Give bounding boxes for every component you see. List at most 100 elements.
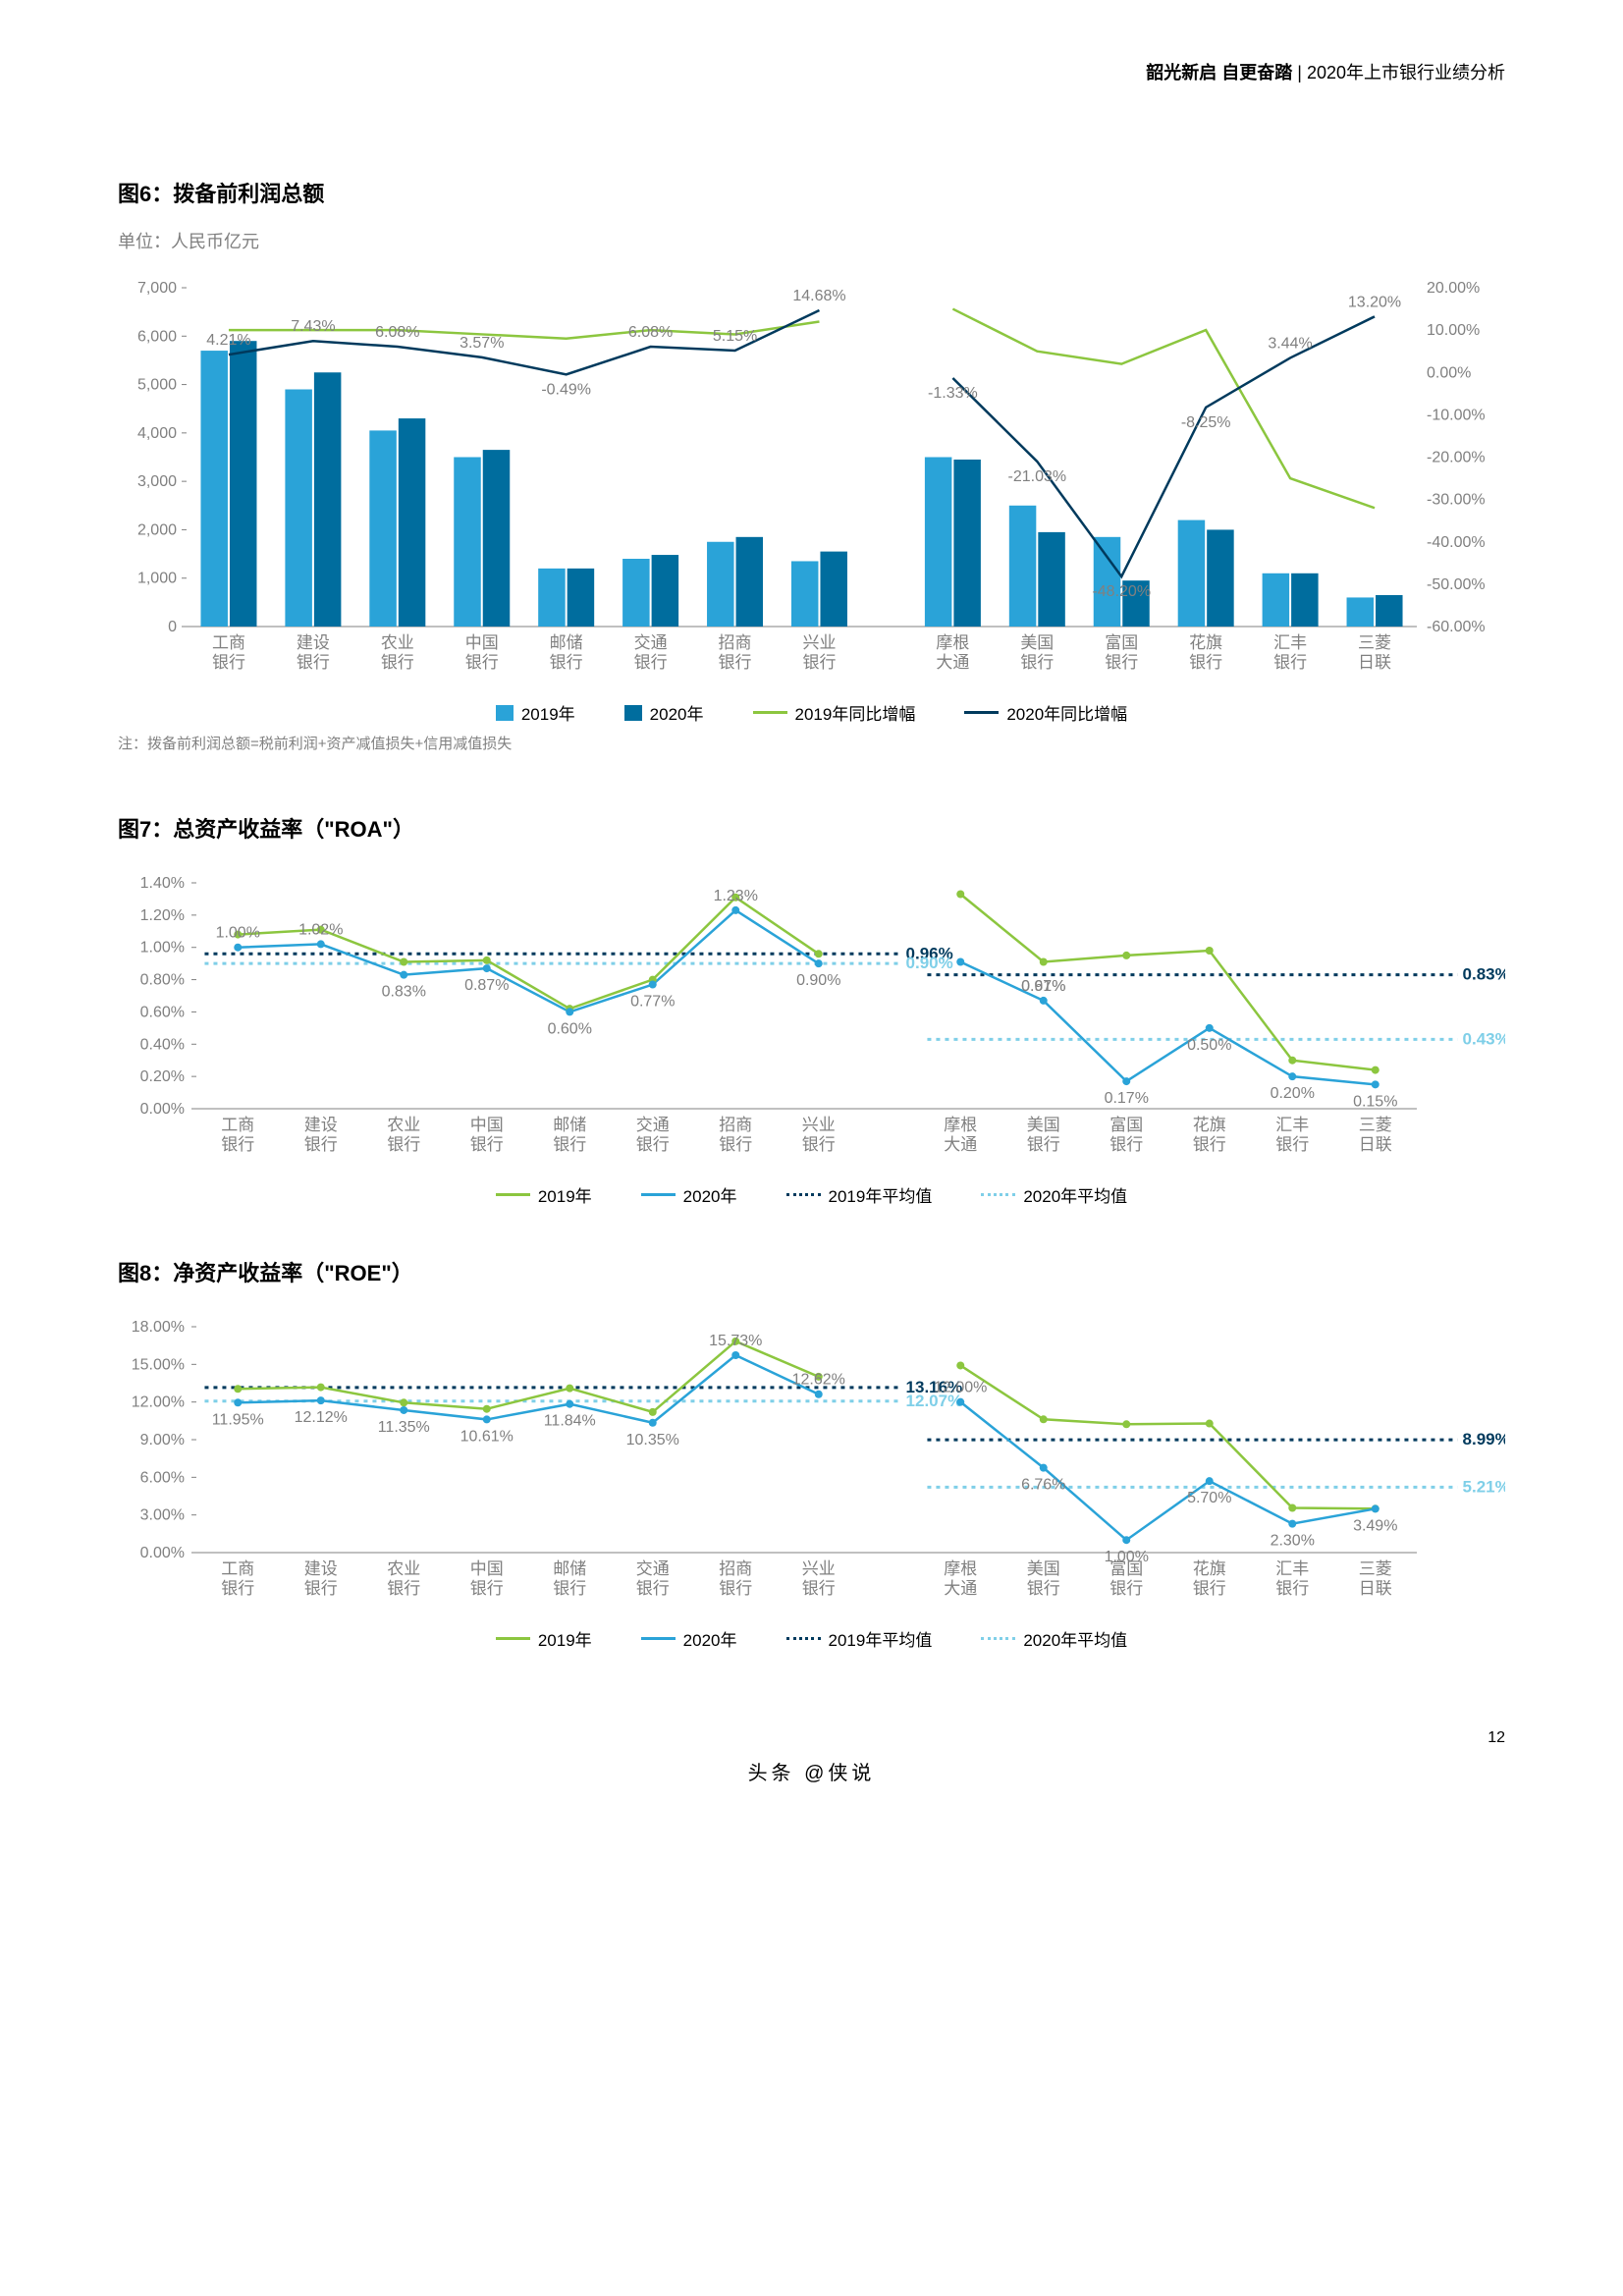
svg-text:0.90%: 0.90%: [906, 954, 953, 972]
svg-text:摩根: 摩根: [944, 1116, 977, 1134]
svg-text:11.35%: 11.35%: [378, 1419, 430, 1436]
svg-text:银行: 银行: [387, 1579, 420, 1598]
svg-text:1.00%: 1.00%: [216, 925, 260, 942]
svg-text:银行: 银行: [802, 1135, 836, 1154]
svg-text:4.21%: 4.21%: [206, 332, 250, 349]
svg-text:银行: 银行: [719, 1579, 752, 1598]
svg-text:12.62%: 12.62%: [792, 1372, 845, 1389]
svg-text:6.08%: 6.08%: [628, 324, 673, 341]
svg-text:农业: 农业: [387, 1116, 420, 1134]
svg-text:2,000: 2,000: [137, 521, 177, 538]
svg-text:银行: 银行: [1193, 1579, 1226, 1598]
svg-text:1.00%: 1.00%: [1105, 1549, 1149, 1565]
page-header: 韶光新启 自更奋踏 | 2020年上市银行业绩分析: [1146, 59, 1505, 84]
svg-text:银行: 银行: [381, 653, 414, 672]
svg-text:-8.25%: -8.25%: [1181, 414, 1231, 431]
svg-text:三菱: 三菱: [1359, 1559, 1392, 1578]
svg-text:0.90%: 0.90%: [796, 972, 840, 989]
chart7-container: 0.00%0.20%0.40%0.60%0.80%1.00%1.20%1.40%…: [118, 863, 1505, 1173]
svg-text:银行: 银行: [470, 1135, 504, 1154]
svg-text:美国: 美国: [1027, 1116, 1060, 1134]
chart8-legend: 2019年 2020年 2019年平均值 2020年平均值: [118, 1626, 1505, 1651]
svg-text:8.99%: 8.99%: [1463, 1430, 1505, 1449]
svg-text:4,000: 4,000: [137, 425, 177, 442]
svg-text:邮储: 邮储: [553, 1559, 586, 1578]
chart6-note: 注：拨备前利润总额=税前利润+资产减值损失+信用减值损失: [118, 733, 1505, 753]
svg-text:10.61%: 10.61%: [460, 1428, 514, 1445]
svg-text:三菱: 三菱: [1358, 633, 1391, 652]
svg-text:银行: 银行: [553, 1135, 586, 1154]
svg-text:3.00%: 3.00%: [140, 1507, 185, 1524]
svg-text:富国: 富国: [1105, 633, 1138, 652]
svg-text:邮储: 邮储: [550, 633, 583, 652]
chart6-legend: 2019年 2020年 2019年同比增幅 2020年同比增幅: [118, 700, 1505, 725]
svg-text:18.00%: 18.00%: [132, 1319, 185, 1336]
svg-text:14.68%: 14.68%: [792, 288, 845, 304]
svg-text:0.20%: 0.20%: [140, 1068, 185, 1085]
svg-text:-48.20%: -48.20%: [1092, 583, 1151, 600]
svg-text:13.20%: 13.20%: [1348, 294, 1401, 310]
svg-text:招商: 招商: [719, 633, 752, 652]
svg-text:1.40%: 1.40%: [140, 875, 185, 892]
svg-text:工商: 工商: [221, 1116, 254, 1134]
svg-text:交通: 交通: [636, 1116, 670, 1134]
svg-text:0.20%: 0.20%: [1271, 1085, 1315, 1102]
svg-text:12.12%: 12.12%: [295, 1409, 348, 1426]
svg-text:交通: 交通: [634, 633, 668, 652]
svg-text:0.83%: 0.83%: [382, 984, 426, 1001]
svg-text:招商: 招商: [719, 1559, 752, 1578]
svg-text:0.77%: 0.77%: [630, 994, 675, 1011]
svg-text:建设: 建设: [304, 1559, 338, 1578]
svg-text:建设: 建设: [297, 633, 330, 652]
svg-text:银行: 银行: [221, 1579, 254, 1598]
svg-text:中国: 中国: [465, 633, 499, 652]
svg-text:银行: 银行: [634, 653, 668, 672]
svg-text:6.76%: 6.76%: [1021, 1477, 1065, 1494]
footer-attribution: 头条 @侠说: [118, 1757, 1505, 1785]
svg-text:花旗: 花旗: [1193, 1559, 1226, 1578]
svg-text:-50.00%: -50.00%: [1427, 576, 1486, 593]
svg-text:银行: 银行: [719, 1135, 752, 1154]
svg-text:银行: 银行: [636, 1579, 670, 1598]
svg-text:1,000: 1,000: [137, 571, 177, 587]
svg-text:12.00%: 12.00%: [132, 1394, 185, 1411]
svg-text:1.02%: 1.02%: [298, 921, 343, 938]
svg-text:5,000: 5,000: [137, 377, 177, 394]
svg-text:三菱: 三菱: [1359, 1116, 1392, 1134]
svg-text:10.00%: 10.00%: [1427, 322, 1480, 339]
svg-text:银行: 银行: [304, 1135, 338, 1154]
svg-text:银行: 银行: [1189, 653, 1222, 672]
svg-text:5.70%: 5.70%: [1187, 1490, 1231, 1506]
svg-text:美国: 美国: [1027, 1559, 1060, 1578]
svg-text:0.15%: 0.15%: [1353, 1093, 1397, 1110]
svg-text:12.00%: 12.00%: [934, 1380, 987, 1396]
svg-text:15.73%: 15.73%: [709, 1333, 762, 1349]
svg-text:5.21%: 5.21%: [1463, 1477, 1505, 1496]
svg-text:中国: 中国: [470, 1559, 504, 1578]
svg-text:银行: 银行: [636, 1135, 670, 1154]
svg-text:-20.00%: -20.00%: [1427, 450, 1486, 466]
svg-text:银行: 银行: [1020, 653, 1054, 672]
chart6-title: 图6：拨备前利润总额: [118, 177, 1505, 208]
svg-text:0.67%: 0.67%: [1021, 978, 1065, 995]
chart7-legend: 2019年 2020年 2019年平均值 2020年平均值: [118, 1182, 1505, 1207]
chart6-container: 01,0002,0003,0004,0005,0006,0007,000-60.…: [118, 263, 1505, 690]
svg-text:富国: 富国: [1109, 1116, 1143, 1134]
svg-text:15.00%: 15.00%: [132, 1356, 185, 1373]
svg-text:银行: 银行: [470, 1579, 504, 1598]
svg-text:1.23%: 1.23%: [714, 888, 758, 904]
svg-text:大通: 大通: [944, 1579, 977, 1598]
svg-text:6.08%: 6.08%: [375, 324, 419, 341]
svg-text:0.00%: 0.00%: [1427, 364, 1471, 381]
svg-text:7,000: 7,000: [137, 280, 177, 297]
svg-text:银行: 银行: [465, 653, 499, 672]
svg-text:20.00%: 20.00%: [1427, 280, 1480, 297]
chart6-svg: 01,0002,0003,0004,0005,0006,0007,000-60.…: [118, 263, 1505, 685]
svg-text:建设: 建设: [304, 1116, 338, 1134]
svg-text:-10.00%: -10.00%: [1427, 407, 1486, 423]
svg-text:3.49%: 3.49%: [1353, 1517, 1397, 1534]
svg-text:美国: 美国: [1020, 633, 1054, 652]
chart8-title: 图8：净资产收益率（"ROE"）: [118, 1256, 1505, 1287]
svg-text:大通: 大通: [944, 1135, 977, 1154]
svg-text:银行: 银行: [802, 1579, 836, 1598]
